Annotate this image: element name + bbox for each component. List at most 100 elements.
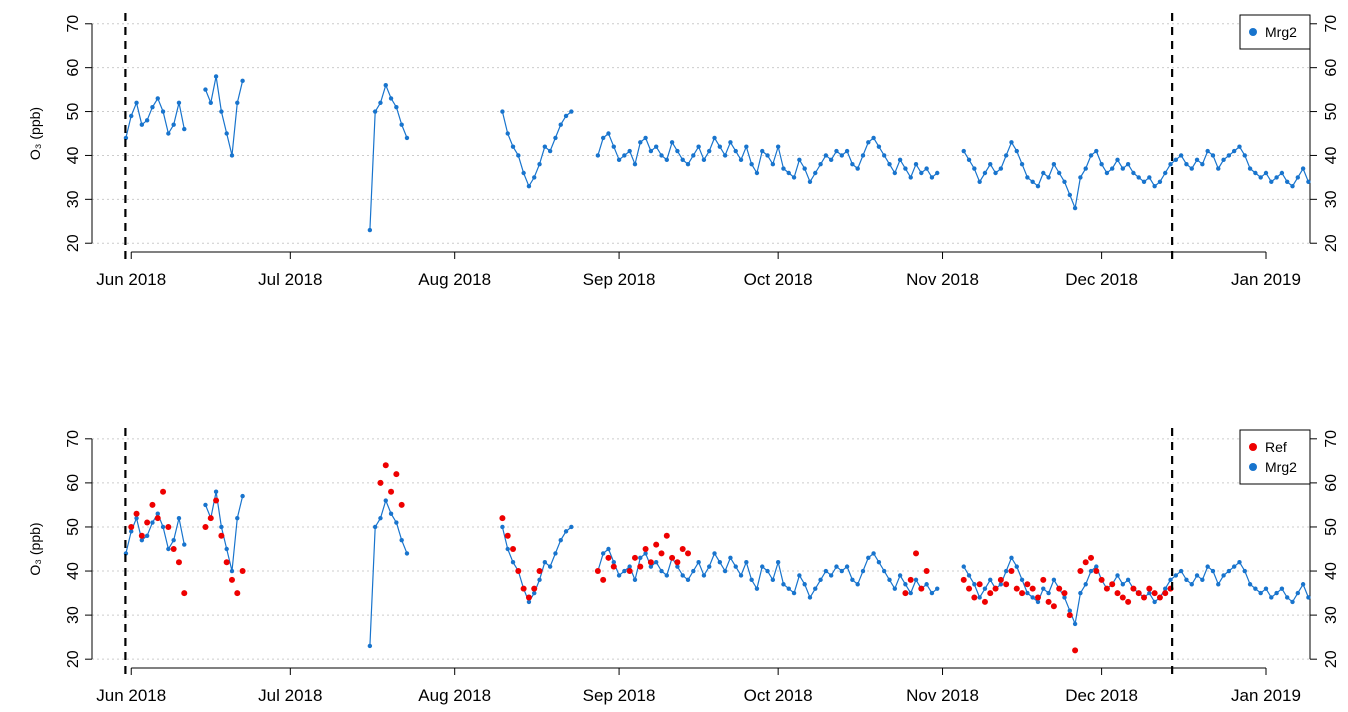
data-point [228,576,235,583]
data-point [399,122,404,127]
data-point [1221,573,1226,578]
data-point [807,595,813,600]
data-point [521,170,526,176]
data-point [976,581,983,588]
data-point [961,148,966,154]
data-point [1050,603,1057,610]
data-point [1051,577,1057,583]
data-point [600,135,606,141]
data-point [1200,577,1205,583]
data-point [679,546,686,552]
data-point [1290,183,1295,189]
data-point [892,170,898,176]
data-point [1125,577,1131,583]
legend-marker [1249,28,1257,36]
data-point [626,568,633,575]
data-point [992,585,999,592]
data-point [181,590,188,597]
data-point [1189,166,1194,171]
data-point [1103,585,1110,592]
data-point [971,594,978,601]
data-point [966,573,972,578]
data-point [707,148,712,154]
data-point [781,166,786,171]
y2-tick-label: 60 [1323,59,1340,77]
data-point [744,144,749,149]
x-tick-label: Oct 2018 [744,686,813,705]
data-point [516,153,521,158]
data-point [923,568,930,575]
data-point [850,577,855,583]
data-point [786,586,791,591]
data-point [918,585,925,592]
data-point [1072,647,1079,654]
legend-label: Ref [1265,439,1287,455]
data-point [797,157,802,163]
data-point [1231,148,1237,154]
data-point [213,74,219,79]
data-point [1163,170,1168,176]
data-point [685,550,692,557]
data-point [1088,153,1094,158]
data-point [828,573,834,578]
data-point [1258,175,1263,180]
data-point [139,537,145,543]
data-point [553,551,558,556]
data-point [388,96,394,101]
data-point [675,564,680,569]
data-point [1168,162,1173,167]
y-tick-label: 40 [65,562,82,580]
data-point [1295,590,1301,596]
data-point [394,104,399,110]
data-point [701,157,707,163]
data-point [717,560,723,565]
data-point [144,533,150,538]
data-point [1216,166,1221,171]
data-point [229,568,235,574]
data-point [977,595,982,600]
data-point [1093,568,1100,575]
data-point [844,564,850,569]
x-tick-label: Nov 2018 [906,270,979,289]
data-point [1146,585,1153,592]
data-point [823,153,829,158]
data-point [982,586,988,591]
x-tick-label: Jan 2019 [1231,270,1301,289]
data-point [394,520,399,525]
data-point [648,564,654,569]
data-point [659,153,664,158]
data-point [234,590,241,597]
data-point [1019,577,1025,583]
data-point [1130,585,1137,592]
data-point [632,162,638,167]
data-point [966,157,972,163]
data-point [637,563,644,570]
data-point [1056,170,1062,176]
data-point [1030,179,1035,184]
data-point [138,532,145,539]
data-point [744,560,749,565]
data-point [627,148,632,154]
data-point [839,153,844,158]
data-point [882,568,887,574]
data-point [367,643,373,649]
data-point [1003,153,1009,158]
data-point [813,586,818,591]
data-point [213,497,220,504]
legend-marker [1249,463,1257,471]
data-point [134,100,139,105]
data-point [913,550,920,557]
x-tick-label: Jan 2019 [1231,686,1301,705]
data-point [1151,590,1158,597]
data-point [594,568,601,575]
data-point [717,144,723,149]
data-point [510,546,517,552]
data-point [642,546,649,552]
y-tick-label: 60 [65,59,82,77]
data-point [981,598,988,605]
data-point [663,532,670,539]
legend-label: Mrg2 [1265,24,1297,40]
data-point [1072,621,1078,627]
data-point [961,564,966,569]
data-point [631,554,638,561]
